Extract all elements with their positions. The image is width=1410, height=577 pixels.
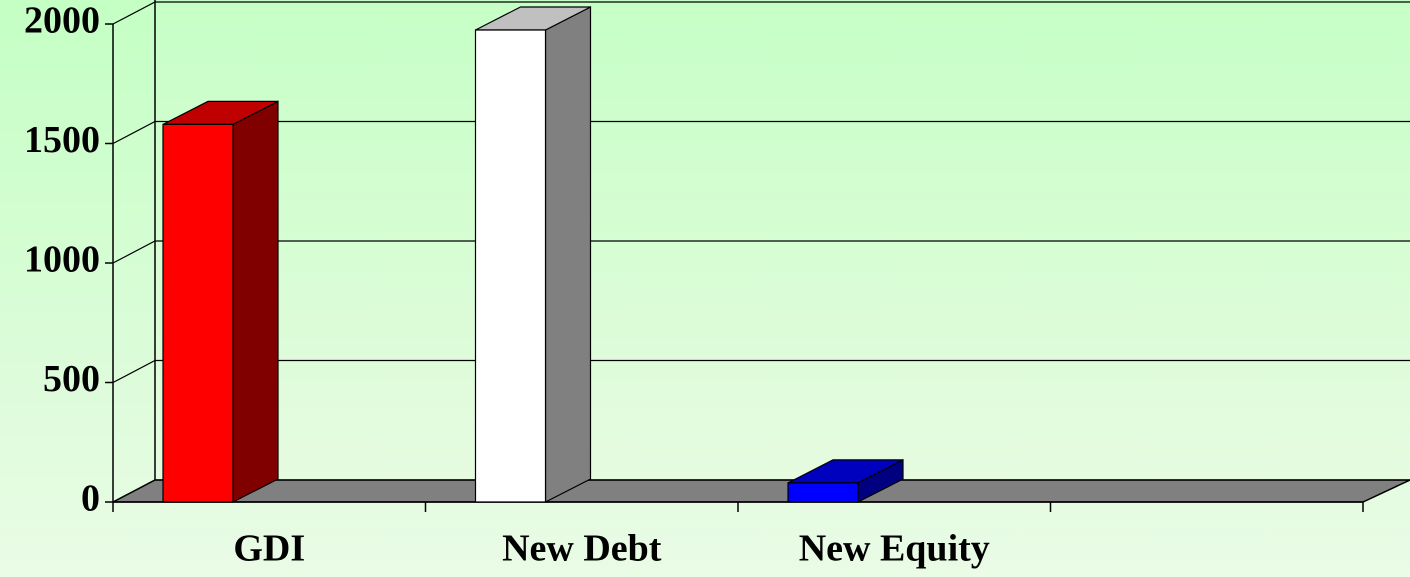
y-tick-label: 0 bbox=[81, 478, 100, 520]
x-tick-label: New Debt bbox=[502, 528, 662, 570]
bar-face bbox=[162, 123, 234, 503]
bar-face bbox=[474, 29, 547, 503]
y-tick-label: 500 bbox=[43, 358, 100, 400]
grid-line bbox=[112, 359, 1410, 384]
x-tick-label: New Equity bbox=[799, 528, 990, 570]
bar bbox=[162, 100, 279, 503]
x-tick-label: GDI bbox=[233, 528, 305, 570]
grid-line bbox=[112, 240, 1410, 264]
y-tick-label: 1000 bbox=[24, 239, 100, 281]
bar-face bbox=[787, 482, 859, 503]
grid-line bbox=[112, 1, 1410, 25]
grid-line bbox=[112, 479, 1410, 503]
floor bbox=[112, 479, 1410, 503]
y-tick-label: 1500 bbox=[24, 119, 100, 161]
bar bbox=[787, 458, 904, 503]
grid-line bbox=[112, 120, 1410, 145]
bar-face bbox=[544, 5, 592, 503]
back-wall bbox=[155, 0, 1410, 480]
y-tick-label: 2000 bbox=[24, 0, 100, 42]
bar bbox=[474, 5, 592, 503]
bar-face bbox=[232, 100, 279, 503]
